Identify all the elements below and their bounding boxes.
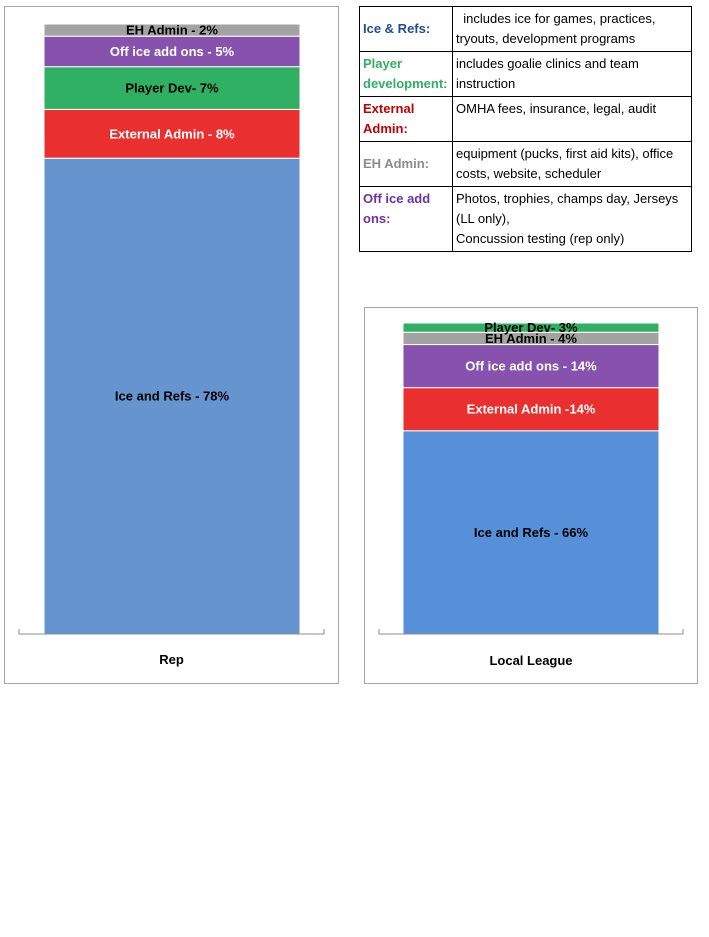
rep-ice-and-refs-segment <box>43 157 301 635</box>
cost-category-legend-table: Ice & Refs: includes ice for games, prac… <box>359 6 692 252</box>
rep-eh-admin-segment <box>43 23 301 37</box>
rep-player-dev-data-label: Player Dev- 7% <box>125 81 219 96</box>
local-league-ice-and-refs-data-label: Ice and Refs - 66% <box>474 525 589 540</box>
legend-description: Photos, trophies, champs day, Jerseys (L… <box>452 186 692 252</box>
local-league-external-admin-data-label: External Admin -14% <box>467 402 596 417</box>
legend-term: Player development: <box>359 51 453 97</box>
legend-description: includes ice for games, practices, tryou… <box>452 6 692 52</box>
legend-term: External Admin: <box>359 96 453 142</box>
legend-description: equipment (pucks, first aid kits), offic… <box>452 141 692 187</box>
legend-row: Ice & Refs: includes ice for games, prac… <box>359 6 692 52</box>
legend-description: OMHA fees, insurance, legal, audit <box>452 96 692 142</box>
rep-off-ice-add-ons-data-label: Off ice add ons - 5% <box>110 44 235 59</box>
legend-row: EH Admin: equipment (pucks, first aid kit… <box>359 141 692 187</box>
legend-description: includes goalie clinics and team instruc… <box>452 51 692 97</box>
legend-row: Off ice add ons: Photos, trophies, champs… <box>359 186 692 252</box>
rep-external-admin-segment <box>43 108 301 159</box>
rep-ice-and-refs-data-label: Ice and Refs - 78% <box>115 389 230 404</box>
rep-chart: Ice and Refs - 78% External Admin - 8% Pla… <box>4 6 339 684</box>
legend-term: EH Admin: <box>359 141 453 187</box>
local-league-player-dev-segment <box>402 322 660 333</box>
local-league-category-label: Local League <box>489 653 573 668</box>
rep-chart-plot: Ice and Refs - 78% External Admin - 8% Pla… <box>18 23 325 635</box>
local-league-off-ice-add-ons-data-label: Off ice add ons - 14% <box>465 359 597 374</box>
local-league-off-ice-add-ons-segment <box>402 344 660 389</box>
legend-row: External Admin: OMHA fees, insurance, leg… <box>359 96 692 142</box>
local-league-ice-and-refs-segment <box>402 430 660 635</box>
rep-x-axis-line <box>18 629 325 635</box>
local-league-player-dev-data-label: Player Dev- 3% <box>484 320 578 335</box>
legend-term: Ice & Refs: <box>359 6 453 52</box>
rep-external-admin-data-label: External Admin - 8% <box>109 126 235 141</box>
local-league-chart-plot: Ice and Refs - 66% External Admin -14% Off… <box>378 320 684 635</box>
legend-row: Player development: includes goalie clini… <box>359 51 692 97</box>
rep-category-label: Rep <box>159 652 184 667</box>
legend-term: Off ice add ons: <box>359 186 453 252</box>
local-league-x-axis-line <box>378 629 684 635</box>
local-league-chart: Ice and Refs - 66% External Admin -14% Off… <box>364 307 698 684</box>
rep-off-ice-add-ons-segment <box>43 35 301 68</box>
local-league-eh-admin-data-label: EH Admin - 4% <box>485 331 577 346</box>
rep-eh-admin-data-label: EH Admin - 2% <box>126 23 218 38</box>
local-league-external-admin-segment <box>402 387 660 432</box>
